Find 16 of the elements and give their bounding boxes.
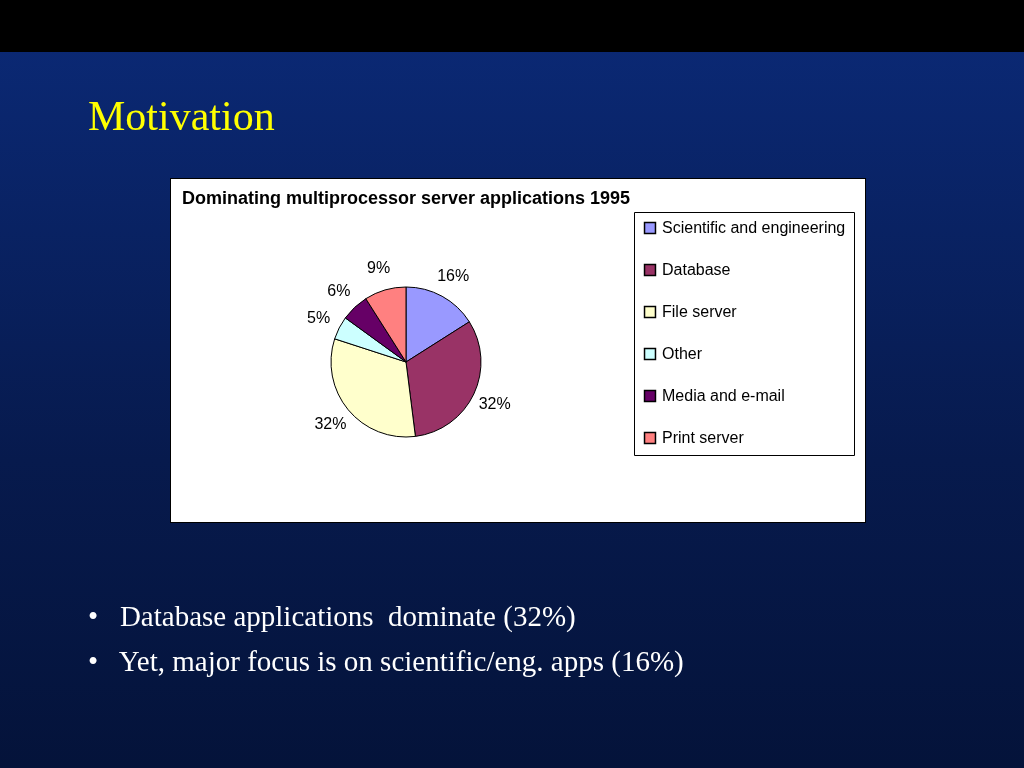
legend-label: Scientific and engineering xyxy=(662,219,846,236)
legend-label: File server xyxy=(662,303,738,320)
text: • Database applications dominate (32%) xyxy=(88,600,577,633)
chart-title: Motivation xyxy=(88,92,275,140)
legend-label: Print server xyxy=(662,429,745,446)
data-label: 9% xyxy=(367,258,391,276)
chart-subtitle: Dominating multiprocessor server applications 1995 xyxy=(181,187,631,208)
data-label: 16% xyxy=(437,267,470,285)
data-label: 32% xyxy=(478,394,511,412)
data-label: 6% xyxy=(327,281,351,299)
legend-label: Media and e-mail xyxy=(662,387,785,404)
legend-label: Other xyxy=(662,345,703,362)
data-label: 32% xyxy=(314,415,347,433)
legend-label: Database xyxy=(662,261,731,278)
data-label: 5% xyxy=(307,308,331,326)
text: • Yet, major focus is on scientific/eng. apps (16%) xyxy=(88,645,684,678)
